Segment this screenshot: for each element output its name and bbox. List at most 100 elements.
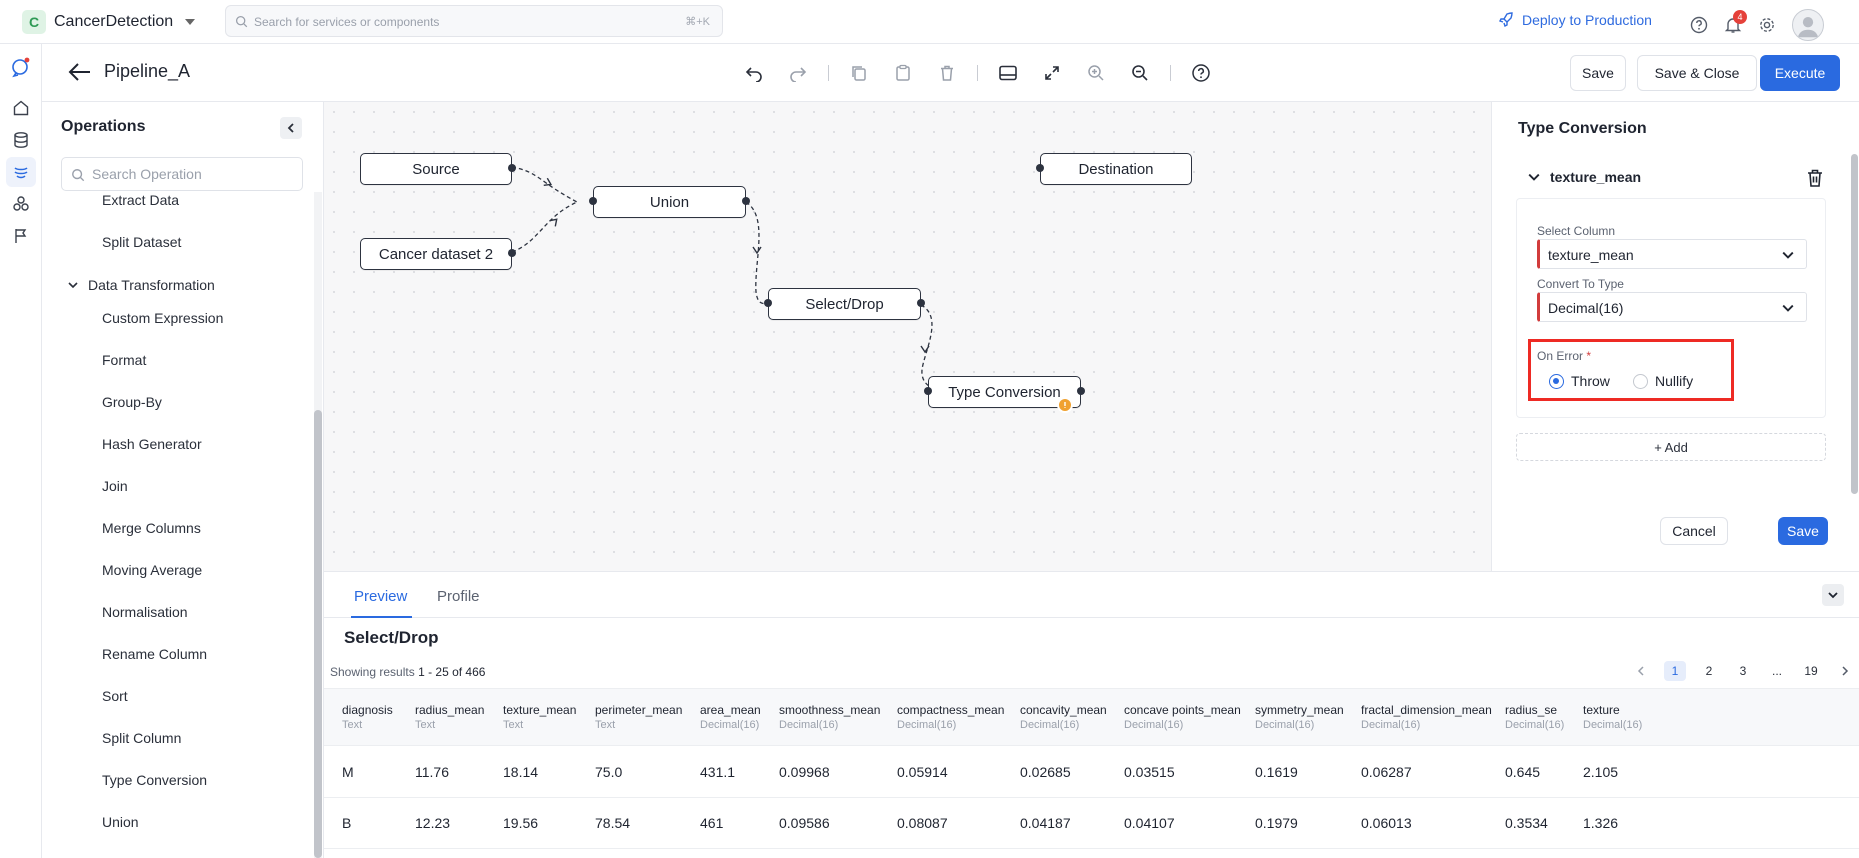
minimap-toggle-icon[interactable]	[996, 61, 1020, 85]
page-button[interactable]: 19	[1804, 664, 1818, 678]
operation-search[interactable]	[61, 157, 303, 191]
settings-gear-icon[interactable]	[1758, 16, 1776, 34]
node-union[interactable]: Union	[589, 186, 750, 218]
operation-item[interactable]: Union	[102, 814, 139, 830]
operation-search-input[interactable]	[92, 166, 292, 182]
column-type: Decimal(16)	[700, 719, 760, 731]
config-save-button[interactable]: Save	[1778, 517, 1828, 545]
operation-group-data-transformation[interactable]: Data Transformation	[68, 277, 215, 293]
operation-item[interactable]: Group-By	[102, 394, 162, 410]
column-header[interactable]: diagnosis Text	[342, 703, 393, 731]
operation-item[interactable]: Format	[102, 352, 147, 368]
app-switcher[interactable]: C CancerDetection	[22, 10, 196, 34]
node-source[interactable]: Source	[360, 153, 516, 185]
redo-icon[interactable]	[786, 61, 810, 85]
output-port[interactable]	[742, 197, 750, 205]
config-scrollbar-thumb[interactable]	[1851, 154, 1858, 494]
toggle-panel-button[interactable]	[1822, 584, 1844, 606]
column-header[interactable]: concavity_mean Decimal(16)	[1020, 703, 1107, 731]
node-type-conversion[interactable]: Type Conversion	[924, 376, 1085, 413]
column-header[interactable]: radius_mean Text	[415, 703, 484, 731]
operation-item[interactable]: Extract Data	[102, 192, 180, 208]
input-port[interactable]	[1036, 164, 1044, 172]
column-header[interactable]: texture_mean Text	[503, 703, 576, 731]
output-port[interactable]	[508, 249, 516, 257]
on-error-nullify-radio[interactable]: Nullify	[1633, 373, 1693, 389]
deploy-to-production-button[interactable]: Deploy to Production	[1498, 12, 1652, 28]
output-port[interactable]	[1077, 387, 1085, 395]
cancel-button[interactable]: Cancel	[1660, 517, 1728, 545]
column-header[interactable]: smoothness_mean Decimal(16)	[779, 703, 880, 731]
paste-icon[interactable]	[891, 61, 915, 85]
models-icon[interactable]	[6, 189, 36, 219]
node-cancer-dataset-2[interactable]: Cancer dataset 2	[360, 238, 516, 270]
delete-icon[interactable]	[935, 61, 959, 85]
trash-icon[interactable]	[1806, 168, 1824, 191]
conversion-section-header[interactable]: texture_mean	[1528, 169, 1641, 185]
brand-chat-icon[interactable]	[6, 52, 36, 82]
pipeline-canvas[interactable]: Source Cancer dataset 2 Union Select/Dro…	[324, 102, 1491, 571]
user-avatar[interactable]	[1792, 9, 1824, 41]
deployments-flag-icon[interactable]	[6, 221, 36, 251]
collapse-panel-button[interactable]	[280, 117, 302, 139]
save-button[interactable]: Save	[1570, 55, 1626, 91]
help-icon[interactable]	[1690, 16, 1708, 34]
operation-item[interactable]: Join	[102, 478, 128, 494]
column-header[interactable]: radius_se Decimal(16)	[1505, 703, 1564, 731]
tab-profile[interactable]: Profile	[437, 588, 480, 605]
notifications-icon[interactable]: 4	[1724, 10, 1747, 34]
page-button[interactable]: 2	[1705, 664, 1713, 678]
operation-item[interactable]: Custom Expression	[102, 310, 224, 326]
output-port[interactable]	[917, 299, 925, 307]
global-search[interactable]: Search for services or components ⌘+K	[225, 5, 723, 37]
column-header[interactable]: symmetry_mean Decimal(16)	[1255, 703, 1344, 731]
home-icon[interactable]	[6, 93, 36, 123]
operation-item[interactable]: Merge Columns	[102, 520, 201, 536]
operation-item[interactable]: Normalisation	[102, 604, 188, 620]
zoom-in-icon[interactable]	[1084, 61, 1108, 85]
table-row[interactable]: B 12.23 19.56 78.54 461 0.09586 0.08087 0.04187…	[324, 798, 1859, 849]
pipeline-icon[interactable]	[6, 157, 36, 187]
operation-item[interactable]: Hash Generator	[102, 436, 202, 452]
page-button[interactable]: 3	[1739, 664, 1747, 678]
on-error-throw-radio[interactable]: Throw	[1549, 373, 1610, 389]
edge-selectdrop-typeconversion	[920, 304, 937, 391]
node-select-drop[interactable]: Select/Drop	[764, 288, 925, 320]
chevron-left-icon[interactable]	[1630, 661, 1652, 681]
help-circle-icon[interactable]	[1189, 61, 1213, 85]
zoom-out-icon[interactable]	[1128, 61, 1152, 85]
add-conversion-button[interactable]: + Add	[1516, 433, 1826, 461]
operation-item[interactable]: Moving Average	[102, 562, 203, 578]
convert-type-dropdown[interactable]: Decimal(16)	[1537, 292, 1807, 322]
column-header[interactable]: compactness_mean Decimal(16)	[897, 703, 1004, 731]
operation-item[interactable]: Split Dataset	[102, 234, 182, 250]
node-destination[interactable]: Destination	[1036, 153, 1192, 185]
input-port[interactable]	[924, 387, 932, 395]
operation-item[interactable]: Sort	[102, 688, 128, 704]
table-row[interactable]: M 11.76 18.14 75.0 431.1 0.09968 0.05914 0.0268…	[324, 747, 1859, 798]
copy-icon[interactable]	[847, 61, 871, 85]
back-arrow-icon[interactable]	[68, 61, 92, 86]
tab-preview[interactable]: Preview	[354, 588, 408, 605]
save-and-close-button[interactable]: Save & Close	[1637, 55, 1757, 91]
fit-view-icon[interactable]	[1040, 61, 1064, 85]
input-port[interactable]	[589, 197, 597, 205]
output-port[interactable]	[508, 164, 516, 172]
select-column-dropdown[interactable]: texture_mean	[1537, 239, 1807, 269]
execute-button[interactable]: Execute	[1760, 55, 1840, 91]
chevron-right-icon[interactable]	[1834, 661, 1856, 681]
page-button[interactable]: 1	[1664, 661, 1686, 681]
database-icon[interactable]	[6, 125, 36, 155]
input-port[interactable]	[764, 299, 772, 307]
operation-item[interactable]: Type Conversion	[102, 772, 208, 788]
operation-item[interactable]: Rename Column	[102, 646, 208, 662]
page-button[interactable]: ...	[1771, 664, 1782, 678]
operations-scrollbar-thumb[interactable]	[314, 410, 322, 858]
column-header[interactable]: fractal_dimension_mean Decimal(16)	[1361, 703, 1492, 731]
column-header[interactable]: perimeter_mean Text	[595, 703, 682, 731]
column-header[interactable]: texture Decimal(16)	[1583, 703, 1642, 731]
operation-item[interactable]: Split Column	[102, 730, 182, 746]
column-header[interactable]: concave points_mean Decimal(16)	[1124, 703, 1241, 731]
column-header[interactable]: area_mean Decimal(16)	[700, 703, 761, 731]
undo-icon[interactable]	[742, 61, 766, 85]
